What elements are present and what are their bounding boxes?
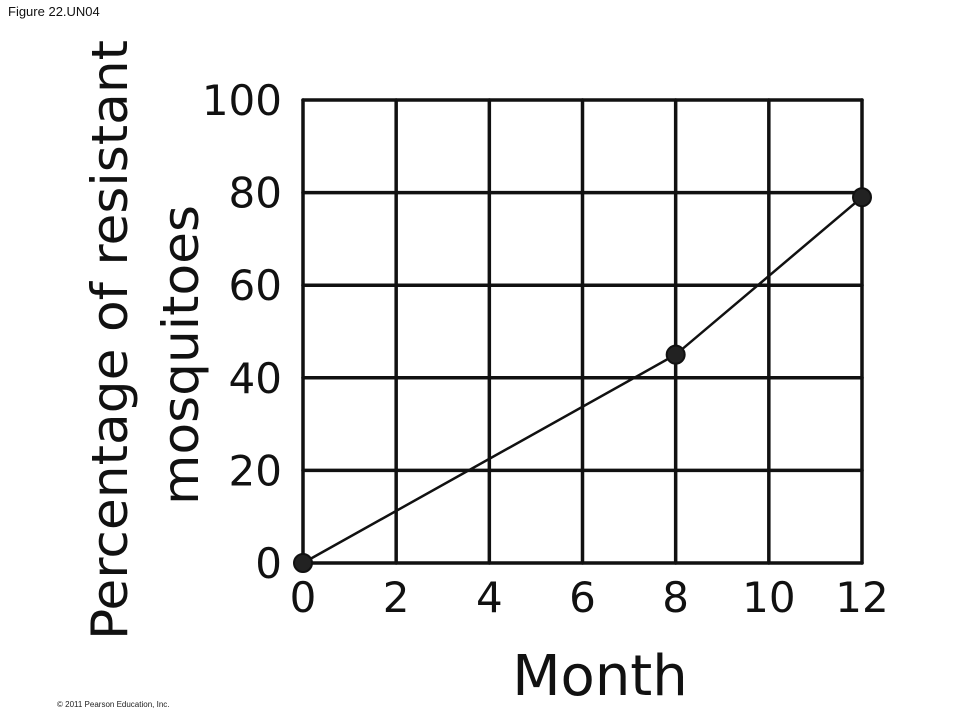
x-tick-label: 2: [383, 573, 410, 622]
figure-label: Figure 22.UN04: [8, 4, 100, 19]
tick-labels: 0 2 4 6 8 10 12 0 20 40 60 80 100: [202, 76, 889, 622]
x-tick-label: 6: [569, 573, 596, 622]
y-tick-label: 80: [229, 169, 282, 218]
data-point: [293, 553, 313, 573]
x-tick-label: 4: [476, 573, 503, 622]
x-tick-label: 10: [742, 573, 795, 622]
x-axis-label: Month: [512, 644, 688, 709]
grid: [301, 98, 864, 565]
y-axis-label-line-1: Percentage of resistant: [81, 40, 139, 640]
y-axis-label-line-2: mosquitoes: [152, 205, 210, 505]
data-point: [665, 344, 686, 365]
y-tick-label: 20: [229, 446, 282, 495]
x-tick-label: 0: [290, 573, 317, 622]
y-tick-label: 0: [255, 539, 282, 588]
x-tick-label: 8: [662, 573, 689, 622]
series-layer: [293, 187, 872, 573]
y-tick-label: 40: [229, 354, 282, 403]
y-tick-label: 60: [229, 261, 282, 310]
x-tick-label: 12: [835, 573, 888, 622]
data-point: [852, 187, 872, 208]
copyright-notice: © 2011 Pearson Education, Inc.: [57, 700, 170, 709]
y-tick-label: 100: [202, 76, 282, 125]
